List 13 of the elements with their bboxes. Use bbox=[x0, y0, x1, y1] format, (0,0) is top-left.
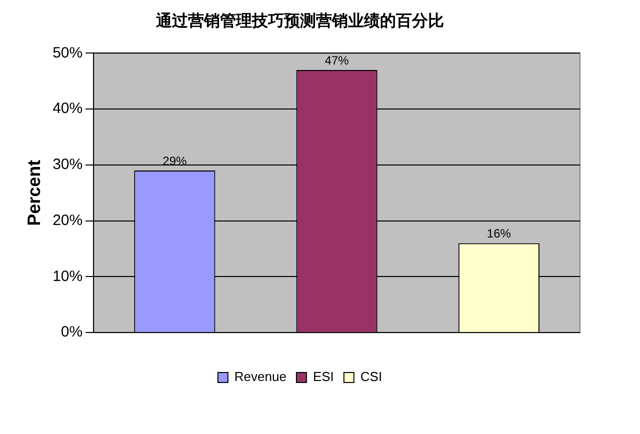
y-tick-label: 20% bbox=[52, 212, 83, 229]
data-label: 47% bbox=[324, 53, 350, 68]
y-tick-label: 50% bbox=[52, 44, 83, 62]
y-tick-label: 30% bbox=[52, 156, 83, 174]
y-tick-label: 0% bbox=[60, 324, 83, 341]
legend-label: ESI bbox=[312, 369, 334, 384]
data-label: 16% bbox=[486, 226, 512, 241]
legend-label: Revenue bbox=[234, 369, 286, 384]
y-axis-title: Percent bbox=[24, 160, 44, 226]
y-tick-label: 40% bbox=[52, 100, 83, 118]
legend-label: CSI bbox=[360, 369, 382, 384]
chart-title: 通过营销管理技巧预测营销业绩的百分比 bbox=[155, 12, 444, 30]
y-tick-label: 10% bbox=[52, 268, 83, 285]
